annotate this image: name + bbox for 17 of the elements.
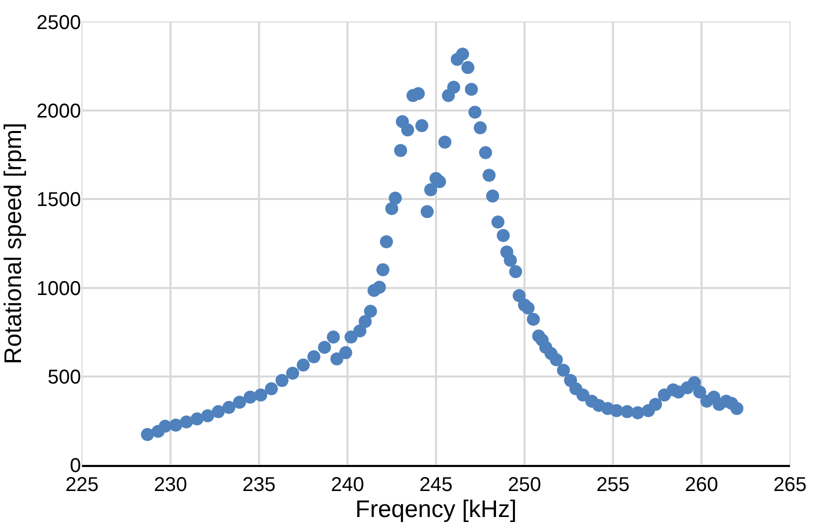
x-tick-label: 225 [65, 474, 99, 496]
x-tick-label: 245 [419, 474, 453, 496]
x-axis-title: Freqency [kHz] [355, 496, 517, 523]
y-tick-label: 500 [48, 366, 81, 388]
x-tick-label: 250 [508, 474, 542, 496]
x-tick-label: 260 [684, 474, 718, 496]
x-tick-label: 230 [154, 474, 188, 496]
x-tick-label: 255 [596, 474, 630, 496]
x-tick-label: 265 [773, 474, 807, 496]
y-axis-title: Rotational speed [rpm] [0, 122, 27, 364]
y-tick-label: 0 [70, 455, 81, 477]
y-tick-label: 1000 [36, 278, 81, 300]
y-tick-label: 1500 [36, 189, 81, 212]
y-tick-label: 2500 [36, 12, 81, 34]
x-tick-label: 235 [242, 474, 276, 496]
x-tick-label: 240 [330, 474, 364, 496]
y-tick-label: 2000 [36, 100, 81, 123]
